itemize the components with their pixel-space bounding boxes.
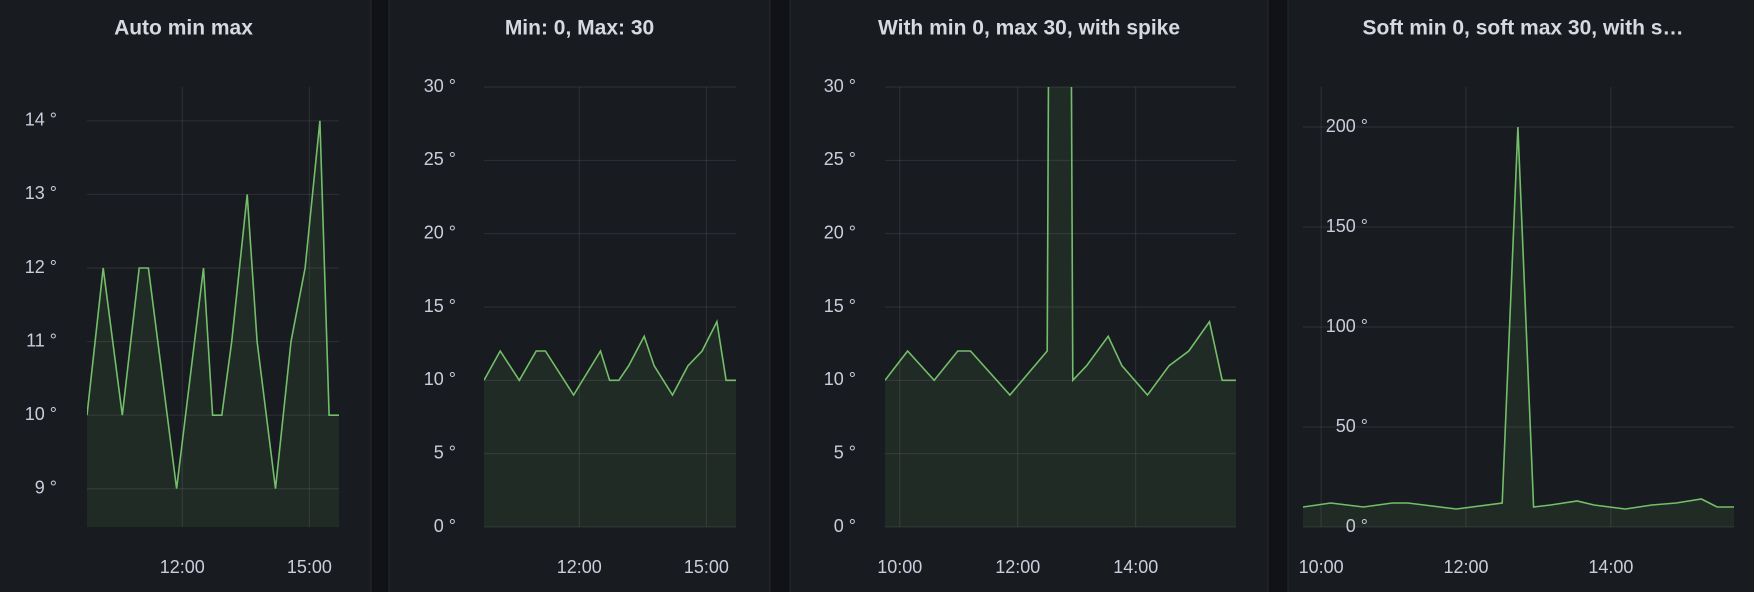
panel-title: Min: 0, Max: 30 (505, 17, 654, 40)
area-fill (87, 120, 339, 527)
panel-background (388, 0, 771, 592)
y-tick-label: 15 ° (424, 296, 456, 316)
y-tick-label: 0 ° (834, 516, 856, 536)
y-tick-label: 20 ° (824, 222, 856, 242)
y-tick-label: 0 ° (1346, 516, 1368, 536)
x-tick-label: 15:00 (684, 557, 729, 577)
x-tick-label: 14:00 (1588, 557, 1633, 577)
y-tick-label: 100 ° (1326, 316, 1368, 336)
series-line (87, 120, 339, 489)
panel-title: Soft min 0, soft max 30, with s… (1363, 17, 1684, 40)
panel-title: Auto min max (114, 17, 253, 40)
y-tick-label: 50 ° (1336, 416, 1368, 436)
y-tick-label: 25 ° (424, 149, 456, 169)
y-tick-label: 30 ° (424, 76, 456, 96)
x-tick-label: 12:00 (1443, 557, 1488, 577)
y-tick-label: 25 ° (824, 149, 856, 169)
panel: Min: 0, Max: 30 0 ° 5 ° 10 ° 15 ° 20 ° 25 ° 30 … (388, 0, 771, 592)
y-tick-label: 200 ° (1326, 116, 1368, 136)
y-tick-label: 9 ° (35, 477, 57, 497)
panel-title: With min 0, max 30, with spike (878, 17, 1180, 40)
y-tick-label: 20 ° (424, 222, 456, 242)
x-tick-label: 12:00 (160, 557, 205, 577)
x-tick-label: 10:00 (877, 557, 922, 577)
series-line (885, 87, 1236, 397)
y-tick-label: 0 ° (434, 516, 456, 536)
x-tick-label: 12:00 (995, 557, 1040, 577)
y-tick-label: 5 ° (834, 442, 856, 462)
y-tick-label: 10 ° (424, 369, 456, 389)
x-tick-label: 10:00 (1299, 557, 1344, 577)
y-tick-label: 15 ° (824, 296, 856, 316)
y-tick-label: 5 ° (434, 442, 456, 462)
panel: With min 0, max 30, with spike 0 ° 5 ° 10 °… (789, 0, 1269, 592)
x-tick-label: 14:00 (1113, 557, 1158, 577)
x-tick-label: 15:00 (287, 557, 332, 577)
area-fill (484, 321, 736, 527)
series-line (484, 319, 736, 397)
y-tick-label: 10 ° (25, 404, 57, 424)
area-fill (1303, 127, 1734, 527)
y-tick-label: 11 ° (26, 330, 57, 350)
panel-background (0, 0, 372, 592)
area-fill (885, 87, 1236, 527)
y-tick-label: 150 ° (1326, 216, 1368, 236)
y-tick-label: 12 ° (25, 257, 57, 277)
x-tick-label: 12:00 (557, 557, 602, 577)
y-tick-label: 30 ° (824, 76, 856, 96)
y-tick-label: 14 ° (25, 110, 57, 130)
panel-background (789, 0, 1269, 592)
series-line (1303, 126, 1734, 510)
y-tick-label: 13 ° (25, 183, 57, 203)
panel-background (1287, 0, 1754, 592)
panel: Auto min max 9 ° 10 ° 11 ° 12 ° 13 ° 14 ° 12:00… (0, 0, 372, 592)
panel: Soft min 0, soft max 30, with s… 0 ° 50 ° 1… (1287, 0, 1754, 592)
y-tick-label: 10 ° (824, 369, 856, 389)
